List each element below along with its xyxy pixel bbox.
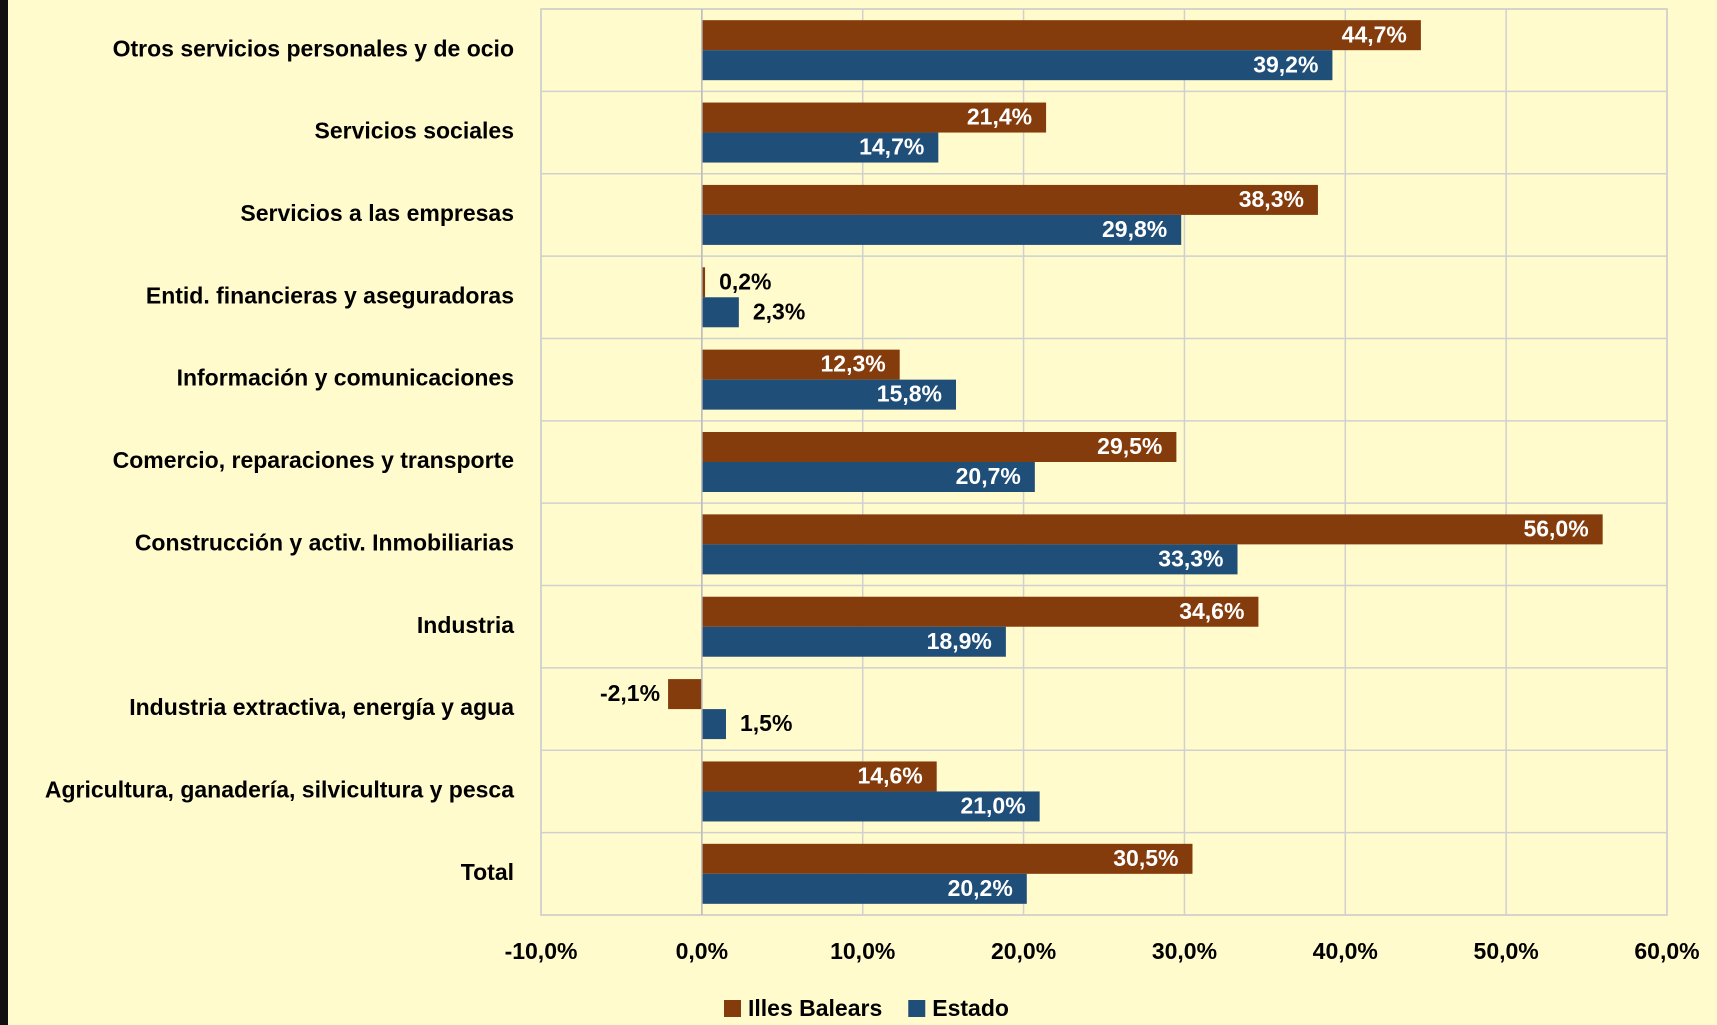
bar [701, 514, 1603, 545]
category-label: Entid. financieras y aseguradoras [146, 282, 514, 308]
value-label: 14,6% [857, 763, 922, 789]
value-label: 18,9% [927, 628, 992, 654]
value-label: -2,1% [600, 680, 660, 706]
category-label: Total [461, 859, 514, 885]
bar [701, 626, 1006, 657]
value-label: 39,2% [1253, 51, 1318, 77]
bar [701, 544, 1238, 575]
bar [701, 132, 939, 163]
value-label: 12,3% [820, 351, 885, 377]
bar [701, 297, 739, 328]
value-label: 20,2% [948, 875, 1013, 901]
bar [701, 761, 937, 792]
left-edge [0, 0, 8, 1025]
value-label: 15,8% [877, 381, 942, 407]
category-label: Agricultura, ganadería, silvicultura y p… [45, 777, 514, 803]
value-label: 44,7% [1342, 21, 1407, 47]
bar [701, 102, 1047, 133]
value-label: 2,3% [753, 298, 805, 324]
x-tick-label: 0,0% [676, 938, 728, 964]
bar [701, 379, 957, 410]
bar [701, 349, 900, 380]
bar [701, 596, 1259, 627]
bar [701, 50, 1333, 81]
x-tick-label: 30,0% [1152, 938, 1217, 964]
bar [701, 843, 1193, 874]
bar [701, 267, 706, 298]
bar [701, 214, 1182, 245]
legend-swatch [908, 1000, 926, 1017]
legend-swatch [724, 1000, 741, 1017]
x-tick-label: -10,0% [505, 938, 578, 964]
legend-label: Estado [932, 995, 1009, 1021]
category-label: Servicios sociales [315, 118, 514, 144]
category-label: Construcción y activ. Inmobiliarias [135, 529, 514, 555]
legend-label: Illes Balears [748, 995, 882, 1021]
value-label: 34,6% [1179, 598, 1244, 624]
value-label: 29,8% [1102, 216, 1167, 242]
x-tick-label: 60,0% [1634, 938, 1699, 964]
value-label: 20,7% [956, 463, 1021, 489]
category-label: Servicios a las empresas [240, 200, 514, 226]
category-label: Industria extractiva, energía y agua [129, 694, 514, 720]
bar [701, 462, 1035, 492]
x-tick-label: 40,0% [1313, 938, 1378, 964]
value-label: 33,3% [1158, 545, 1223, 571]
bar [701, 791, 1040, 822]
value-label: 29,5% [1097, 433, 1162, 459]
value-label: 30,5% [1113, 845, 1178, 871]
category-label: Otros servicios personales y de ocio [113, 35, 514, 61]
bar [701, 709, 726, 740]
value-label: 21,0% [960, 793, 1025, 819]
value-label: 14,7% [859, 134, 924, 160]
category-label: Comercio, reparaciones y transporte [113, 447, 514, 473]
bar [701, 432, 1177, 462]
x-tick-label: 10,0% [830, 938, 895, 964]
value-label: 21,4% [967, 104, 1032, 130]
bar [701, 184, 1318, 215]
value-label: 38,3% [1239, 186, 1304, 212]
bar [701, 873, 1027, 904]
x-tick-label: 20,0% [991, 938, 1056, 964]
x-tick-label: 50,0% [1474, 938, 1539, 964]
value-label: 56,0% [1523, 515, 1588, 541]
value-label: 1,5% [740, 710, 792, 736]
value-label: 0,2% [719, 268, 771, 294]
category-label: Información y comunicaciones [177, 365, 514, 391]
bar [701, 20, 1421, 51]
category-label: Industria [417, 612, 514, 638]
bar [668, 679, 702, 710]
